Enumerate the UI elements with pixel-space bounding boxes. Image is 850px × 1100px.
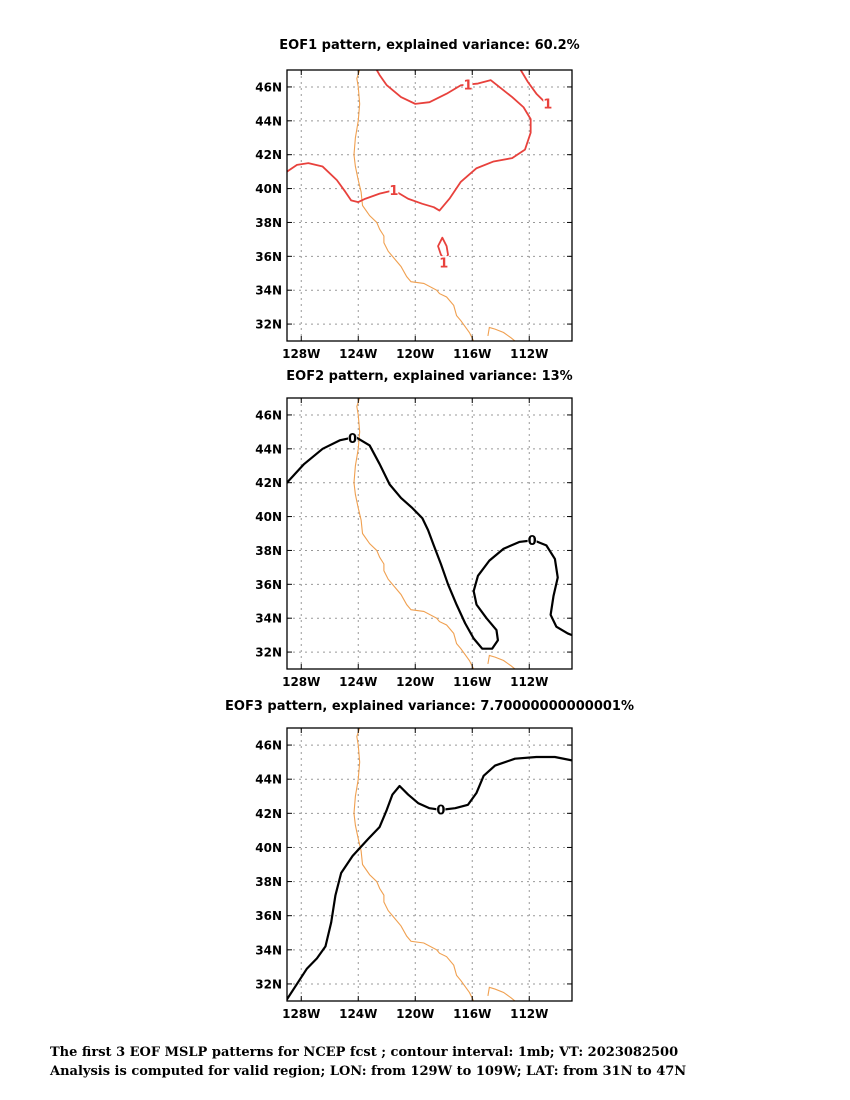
contour-label-bg [439,256,449,271]
y-tick-label: 44N [255,773,282,787]
caption-line-2: Analysis is computed for valid region; L… [50,1064,687,1079]
coastline [353,398,475,669]
x-tick-label: 124W [339,347,377,361]
contour-line [437,236,449,264]
map-frame [286,397,573,670]
y-tick-label: 46N [255,80,282,94]
map-panel-2: EOF2 pattern, explained variance: 13% 0 0 1… [255,369,572,689]
map-frame [286,69,573,342]
panel-title: EOF2 pattern, explained variance: 13% [286,369,572,384]
y-tick-label: 32N [255,977,282,991]
y-tick-label: 36N [255,250,282,264]
y-tick-label: 34N [255,284,282,298]
x-tick-label: 128W [282,347,320,361]
y-tick-label: 34N [255,612,282,626]
y-tick-label: 46N [255,408,282,422]
coastline [353,728,475,1001]
coastline-gulf [487,654,516,669]
map-panel-3: EOF3 pattern, explained variance: 7.7000… [225,699,634,1021]
y-tick-label: 42N [255,148,282,162]
x-tick-label: 120W [396,675,434,689]
x-tick-label: 116W [453,347,491,361]
y-tick-label: 36N [255,909,282,923]
x-tick-label: 120W [396,347,434,361]
map-panel-1: EOF1 pattern, explained variance: 60.2% 1… [255,38,579,361]
coastline-gulf [487,326,516,341]
x-tick-label: 120W [396,1007,434,1021]
y-tick-label: 42N [255,807,282,821]
x-tick-label: 128W [282,675,320,689]
x-tick-label: 112W [510,347,548,361]
contour-line [287,755,572,1001]
coastline [353,70,475,341]
y-tick-label: 36N [255,578,282,592]
contour-label: 1 [543,97,552,112]
contour-label: 1 [463,79,472,94]
x-tick-label: 124W [339,675,377,689]
x-tick-label: 112W [510,675,548,689]
y-tick-label: 44N [255,442,282,456]
y-tick-label: 32N [255,318,282,332]
contour-label-bg [527,533,537,548]
contour-label-bg [389,183,399,198]
y-tick-label: 40N [255,510,282,524]
y-tick-label: 32N [255,646,282,660]
y-tick-label: 40N [255,841,282,855]
figure-caption: The first 3 EOF MSLP patterns for NCEP f… [50,1043,840,1081]
x-tick-label: 112W [510,1007,548,1021]
contour-line [287,70,532,212]
panel-title: EOF3 pattern, explained variance: 7.7000… [225,699,634,714]
contour-label: 0 [436,803,445,818]
caption-line-1: The first 3 EOF MSLP patterns for NCEP f… [50,1045,679,1060]
x-tick-label: 124W [339,1007,377,1021]
contour-label: 1 [439,257,448,272]
x-tick-label: 116W [453,1007,491,1021]
contour-label: 0 [348,432,357,447]
contour-label-bg [436,802,446,817]
y-tick-label: 44N [255,114,282,128]
contour-label: 1 [389,184,398,199]
y-tick-label: 38N [255,875,282,889]
coastline-gulf [487,986,516,1001]
y-tick-label: 34N [255,943,282,957]
x-tick-label: 116W [453,675,491,689]
eof-figure: EOF1 pattern, explained variance: 60.2% 1… [225,38,634,1021]
y-tick-label: 38N [255,216,282,230]
contour-label-bg [543,96,553,111]
contour-label: 0 [528,534,537,549]
y-tick-label: 42N [255,476,282,490]
x-tick-label: 128W [282,1007,320,1021]
contour-label-bg [348,431,358,446]
y-tick-label: 38N [255,544,282,558]
map-frame [286,727,573,1002]
contour-label-bg [463,78,473,93]
y-tick-label: 40N [255,182,282,196]
panel-title: EOF1 pattern, explained variance: 60.2% [279,38,579,53]
y-tick-label: 46N [255,739,282,753]
contour-line [287,435,572,650]
